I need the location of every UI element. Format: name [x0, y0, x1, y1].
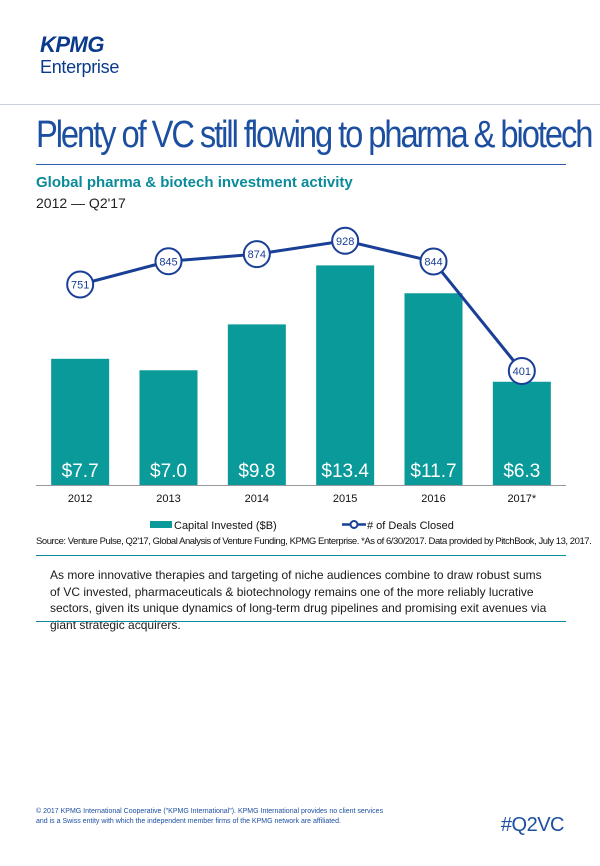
bar-value-label: $7.7: [62, 461, 99, 482]
x-tick-label: 2013: [156, 493, 180, 505]
axis-layer: 2012 2013 2014 2015 2016 2017*: [36, 485, 566, 505]
x-tick-label: 2015: [333, 493, 357, 505]
logo-subtitle: Enterprise: [40, 57, 120, 77]
legend-bar-swatch: [150, 521, 172, 528]
deals-line: [79, 239, 524, 372]
bar-2017: [492, 381, 551, 485]
deal-count-label: 874: [248, 249, 266, 261]
chart-title: Global pharma & biotech investment activ…: [36, 174, 353, 191]
deal-count-label: 751: [71, 280, 89, 292]
hashtag: #Q2VC: [500, 814, 565, 836]
deal-point-2013: [154, 247, 183, 276]
bar-2015: [316, 265, 375, 485]
commentary-text: As more innovative therapies and targeti…: [50, 568, 547, 632]
x-tick-label: 2017*: [507, 493, 536, 505]
x-tick-label: 2016: [421, 493, 445, 505]
deal-point-2016: [419, 247, 448, 276]
copyright-notice: © 2017 KPMG International Cooperative ("…: [36, 808, 384, 825]
bar-value-label: $6.3: [503, 461, 540, 482]
deal-point-2015: [331, 226, 360, 255]
deal-point-2014: [242, 240, 271, 269]
page-title: Plenty of VC still flowing to pharma & b…: [36, 114, 593, 156]
x-tick-label: 2012: [68, 493, 92, 505]
body-bottom-divider: [36, 621, 566, 622]
chart-period: 2012 — Q2'17: [36, 195, 126, 211]
deal-point-2012: [66, 270, 95, 299]
bar-2012: [51, 358, 110, 485]
bar-2013: [139, 370, 198, 485]
line-layer: 751 845 874 928 844 401: [66, 226, 536, 385]
bar-2014: [227, 324, 286, 485]
deal-count-label: 845: [159, 256, 177, 268]
deal-count-label: 928: [336, 236, 354, 248]
bar-value-label: $13.4: [321, 461, 369, 482]
title-divider: [36, 164, 566, 165]
body-top-divider: [36, 555, 566, 556]
bars-layer: $7.7 $7.0 $9.8 $13.4 $11.7 $6.3: [51, 265, 551, 485]
source-note: Source: Venture Pulse, Q2'17, Global Ana…: [36, 536, 592, 547]
kpmg-enterprise-logo: KPMG Enterprise: [40, 34, 120, 78]
deal-count-label: 844: [424, 257, 442, 269]
legend-line-label: # of Deals Closed: [367, 520, 454, 532]
bar-value-label: $9.8: [238, 461, 275, 482]
bar-value-label: $7.0: [150, 461, 187, 482]
legend-line-marker: [349, 520, 359, 529]
logo-text: KPMG: [40, 32, 105, 57]
kpmg-logo-mark: KPMG: [40, 34, 120, 56]
legend-layer: Capital Invested ($B) # of Deals Closed: [150, 520, 454, 532]
header-divider: [0, 104, 600, 105]
x-tick-label: 2014: [245, 493, 269, 505]
bar-2016: [404, 293, 463, 485]
deal-count-label: 401: [513, 366, 531, 378]
bar-value-label: $11.7: [410, 461, 456, 482]
deal-point-2017: [507, 356, 536, 385]
legend-bar-label: Capital Invested ($B): [174, 520, 277, 532]
investment-chart: $7.7 $7.0 $9.8 $13.4 $11.7 $6.3 751 845 874 928 8…: [36, 226, 566, 532]
